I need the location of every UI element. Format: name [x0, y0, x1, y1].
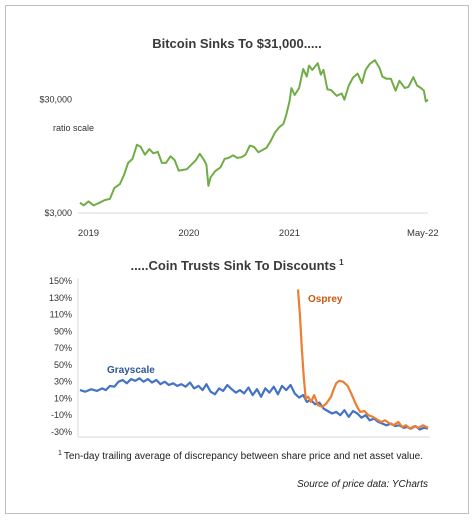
y-tick-label: 10%: [54, 393, 72, 403]
y-tick-label: 110%: [50, 310, 72, 320]
y-tick-label: 70%: [54, 343, 72, 353]
source-note: Source of price data: YCharts: [297, 479, 428, 490]
osprey-line: [296, 289, 429, 430]
ratio-scale-note: ratio scale: [53, 123, 94, 133]
y-tick-label: 50%: [54, 360, 72, 370]
x-tick-labels: 2019 2020 2021 May-22: [78, 228, 439, 239]
x-tick-label: 2019: [78, 228, 99, 239]
y-tick-label: $3,000: [44, 208, 72, 218]
figure-border: [5, 5, 469, 514]
footnote-text: Ten-day trailing average of discrepancy …: [64, 451, 423, 462]
x-tick-label: 2020: [178, 228, 199, 239]
y-tick-label: -10%: [51, 410, 72, 420]
y-tick-label: 150%: [49, 276, 72, 286]
bitcoin-chart: Bitcoin Sinks To $31,000..... $30,000 $3…: [39, 36, 438, 239]
footnote: 1 Ten-day trailing average of discrepancy…: [58, 450, 423, 462]
bitcoin-chart-title: Bitcoin Sinks To $31,000.....: [152, 36, 322, 51]
grayscale-line: [79, 377, 429, 431]
title-superscript: 1: [339, 258, 344, 267]
bitcoin-price-line: [79, 59, 429, 207]
y-tick-label: 30%: [54, 377, 72, 387]
x-tick-label: 2021: [279, 228, 300, 239]
grayscale-label: Grayscale: [107, 365, 155, 376]
x-tick-label: May-22: [407, 228, 439, 239]
footnote-marker: 1: [58, 450, 62, 457]
y-tick-labels: 150% 130% 110% 90% 70% 50% 30% 10% -10% -30%: [49, 276, 72, 437]
y-tick-label: 130%: [49, 293, 72, 303]
coin-trusts-chart: .....Coin Trusts Sink To Discounts 1 150%…: [49, 258, 430, 438]
coin-trusts-chart-title: .....Coin Trusts Sink To Discounts 1: [130, 258, 344, 273]
y-tick-label: $30,000: [39, 95, 72, 105]
coin-trusts-title-text: .....Coin Trusts Sink To Discounts: [130, 258, 336, 273]
y-tick-label: -30%: [51, 427, 72, 437]
y-tick-label: 90%: [54, 326, 72, 336]
osprey-label: Osprey: [308, 294, 343, 305]
